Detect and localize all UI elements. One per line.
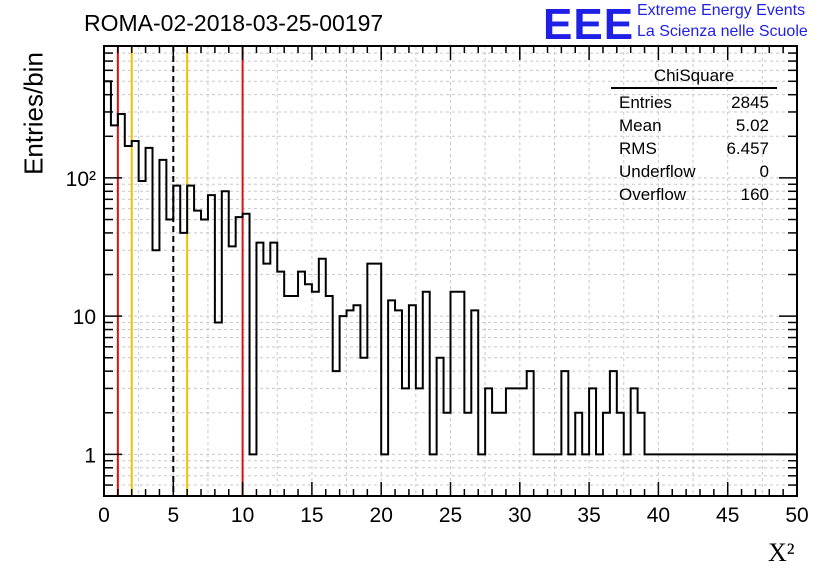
y-tick-label: 10 — [73, 306, 96, 329]
x-tick-label: 20 — [370, 504, 393, 527]
x-tick-label: 25 — [439, 504, 462, 527]
axis-tick-labels: 0 5 10 15 20 25 30 35 40 45 50 1 10 10² — [66, 168, 809, 527]
axis-ticks — [103, 45, 798, 497]
histogram-outline — [103, 80, 797, 496]
stat-row-entries: Entries 2845 — [619, 93, 769, 112]
x-tick-label: 15 — [300, 504, 323, 527]
x-tick-label: 35 — [577, 504, 600, 527]
stat-row-underflow: Underflow 0 — [619, 162, 769, 181]
x-tick-label: 40 — [647, 504, 670, 527]
stat-row-rms: RMS 6.457 — [619, 139, 769, 158]
x-tick-label: 50 — [785, 504, 808, 527]
x-tick-label: 30 — [508, 504, 531, 527]
marker-lines — [116, 46, 244, 496]
x-tick-label: 5 — [167, 504, 179, 527]
logo-caption-line1: Extreme Energy Events — [637, 2, 806, 19]
logo-caption-line2: La Scienza nelle Scuole — [637, 23, 808, 40]
stat-row-mean: Mean 5.02 — [619, 116, 769, 135]
y-tick-label: 1 — [84, 444, 96, 467]
statistics-box: ChiSquare Entries 2845 Mean 5.02 RMS 6.457 … — [611, 66, 777, 206]
stat-row-overflow: Overflow 160 — [619, 185, 769, 204]
x-tick-label: 45 — [716, 504, 739, 527]
x-axis-label: X² — [768, 538, 795, 567]
x-tick-label: 0 — [98, 504, 110, 527]
x-tick-label: 10 — [231, 504, 254, 527]
eee-logo-icon: EEE — [543, 0, 635, 49]
stats-title: ChiSquare — [611, 66, 777, 89]
y-tick-label: 10² — [66, 168, 96, 191]
chart-title: ROMA-02-2018-03-25-00197 — [84, 10, 384, 36]
